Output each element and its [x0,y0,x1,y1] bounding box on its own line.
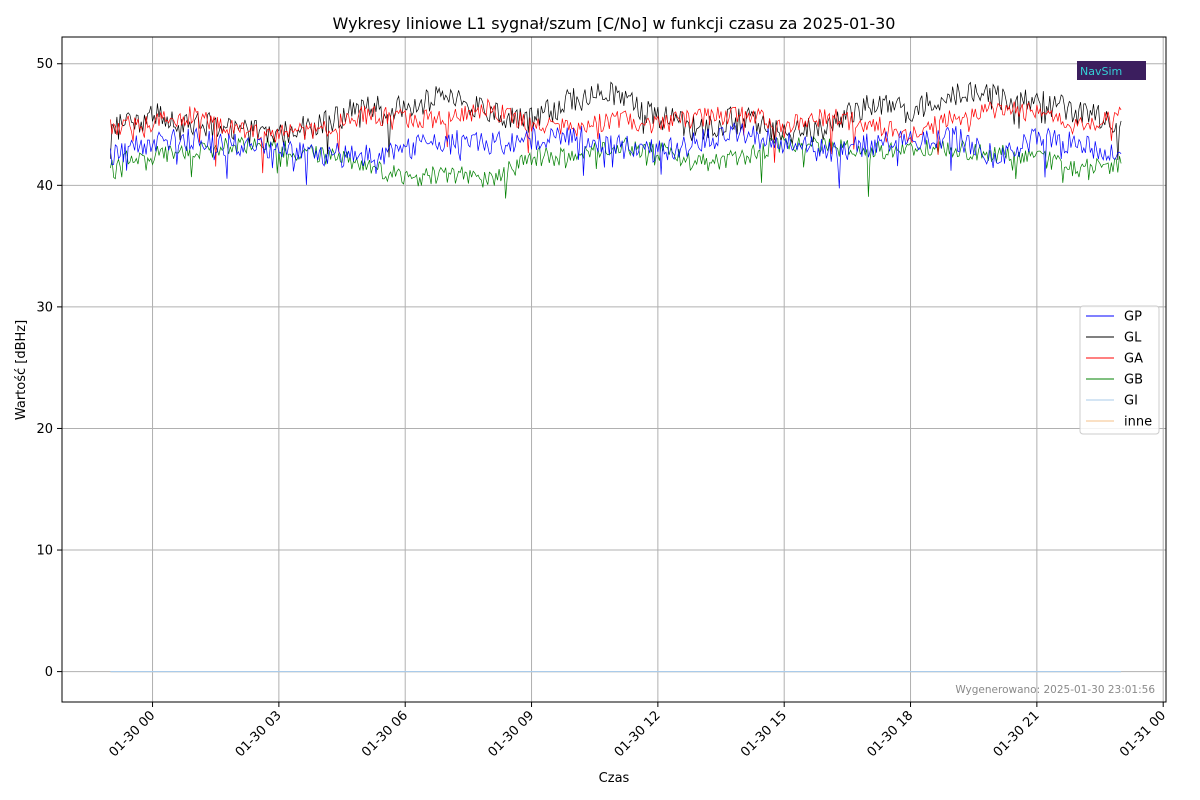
x-tick-label: 01-30 06 [359,708,411,760]
series-lines [110,81,1122,673]
navsim-logo: NavSim [1077,61,1146,80]
y-axis-title: Wartość [dBHz] [14,320,29,420]
x-axis-ticks: 01-30 00 01-30 03 01-30 06 01-30 09 01-30 12… [106,702,1169,760]
legend-box [1079,305,1160,435]
logo-text: NavSim [1080,65,1122,78]
x-tick-label: 01-30 12 [612,708,664,760]
legend: GP GL GA GB GI inne [1079,305,1160,435]
legend-label-gb: GB [1124,373,1143,388]
x-tick-label: 01-30 00 [106,708,158,760]
legend-label-gi: GI [1124,394,1138,409]
grid-lines [62,37,1166,702]
x-tick-label: 01-30 09 [485,708,537,760]
chart-title: Wykresy liniowe L1 sygnał/szum [C/No] w … [333,14,896,33]
x-tick-label: 01-30 15 [738,708,790,760]
legend-label-gp: GP [1124,310,1142,325]
x-tick-label: 01-31 00 [1117,708,1169,760]
y-tick-label: 20 [36,422,53,437]
y-tick-label: 30 [36,300,53,315]
y-tick-label: 40 [36,179,53,194]
generated-timestamp: Wygenerowano: 2025-01-30 23:01:56 [955,684,1155,696]
x-tick-label: 01-30 03 [233,708,285,760]
plot-area-frame [61,36,1167,703]
x-tick-label: 01-30 21 [991,708,1043,760]
y-axis-ticks: 0 10 20 30 40 50 [36,57,62,680]
series-line-ga [110,98,1122,174]
y-tick-label: 50 [36,57,53,72]
y-tick-label: 0 [45,665,53,680]
legend-label-gl: GL [1124,331,1142,346]
logo-background [1077,61,1146,80]
series-line-gp [110,122,1122,189]
legend-label-inne: inne [1124,415,1152,430]
y-tick-label: 10 [36,544,53,559]
legend-label-ga: GA [1124,352,1143,367]
x-tick-label: 01-30 18 [864,708,916,760]
series-line-gl [110,81,1122,161]
x-axis-title: Czas [599,771,630,786]
